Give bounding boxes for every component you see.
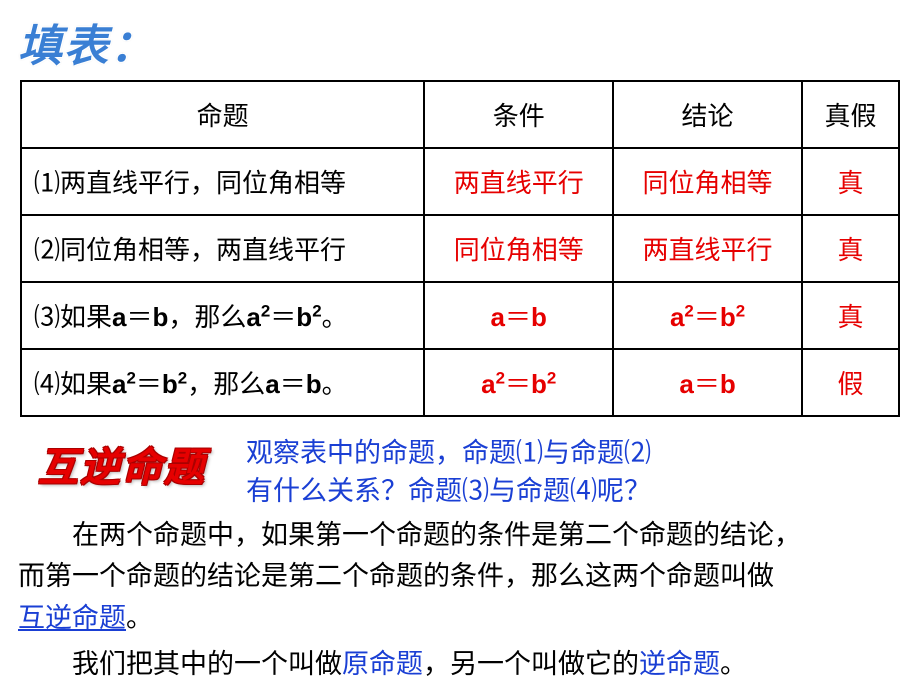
table-header-row: 命题 条件 结论 真假 [21,81,899,148]
cell-concl-4: a＝b [613,349,802,416]
para1-a: 在两个命题中，如果第一个命题的条件是第二个命题的结论， [18,515,801,557]
term-converse: 互逆命题 [18,603,126,633]
naming-paragraph: 我们把其中的一个叫做原命题，另一个叫做它的逆命题。 [18,644,902,686]
para1-d: 。 [126,603,153,633]
header-condition: 条件 [424,81,613,148]
cell-concl-2: 两直线平行 [613,215,802,282]
cell-cond-4: a2＝b2 [424,349,613,416]
term-inverse: 逆命题 [639,649,720,679]
cell-tf-1: 真 [802,148,899,215]
cell-prop-3: ⑶如果a＝b，那么a2＝b2。 [21,282,424,349]
table-row: ⑶如果a＝b，那么a2＝b2。 a＝b a2＝b2 真 [21,282,899,349]
header-truefalse: 真假 [802,81,899,148]
para2-c: ，另一个叫做它的 [423,649,639,679]
cell-tf-2: 真 [802,215,899,282]
cell-cond-1: 两直线平行 [424,148,613,215]
cell-prop-1: ⑴两直线平行，同位角相等 [21,148,424,215]
cell-concl-1: 同位角相等 [613,148,802,215]
cell-cond-3: a＝b [424,282,613,349]
cell-tf-3: 真 [802,282,899,349]
section-heading: 互逆命题 [38,435,206,493]
page-title: 填表： [18,10,902,74]
header-conclusion: 结论 [613,81,802,148]
definition-paragraph: 在两个命题中，如果第一个命题的条件是第二个命题的结论， 而第一个命题的结论是第二… [18,515,902,641]
cell-prop-4: ⑷如果a2＝b2，那么a＝b。 [21,349,424,416]
para1-b: 而第一个命题的结论是第二个命题的条件，那么这两个命题叫做 [18,561,774,591]
table-row: ⑵同位角相等，两直线平行 同位角相等 两直线平行 真 [21,215,899,282]
table-row: ⑷如果a2＝b2，那么a＝b。 a2＝b2 a＝b 假 [21,349,899,416]
header-proposition: 命题 [21,81,424,148]
term-original: 原命题 [342,649,423,679]
para2-a: 我们把其中的一个叫做 [72,649,342,679]
question-line1: 观察表中的命题，命题⑴与命题⑵ [246,438,651,468]
proposition-table: 命题 条件 结论 真假 ⑴两直线平行，同位角相等 两直线平行 同位角相等 真 ⑵… [20,80,900,417]
cell-prop-2: ⑵同位角相等，两直线平行 [21,215,424,282]
section-row: 互逆命题 观察表中的命题，命题⑴与命题⑵ 有什么关系？命题⑶与命题⑷呢？ [38,435,902,511]
cell-tf-4: 假 [802,349,899,416]
question-line2: 有什么关系？命题⑶与命题⑷呢？ [246,476,651,506]
table-row: ⑴两直线平行，同位角相等 两直线平行 同位角相等 真 [21,148,899,215]
para2-e: 。 [720,649,747,679]
observation-question: 观察表中的命题，命题⑴与命题⑵ 有什么关系？命题⑶与命题⑷呢？ [246,435,651,511]
cell-cond-2: 同位角相等 [424,215,613,282]
cell-concl-3: a2＝b2 [613,282,802,349]
